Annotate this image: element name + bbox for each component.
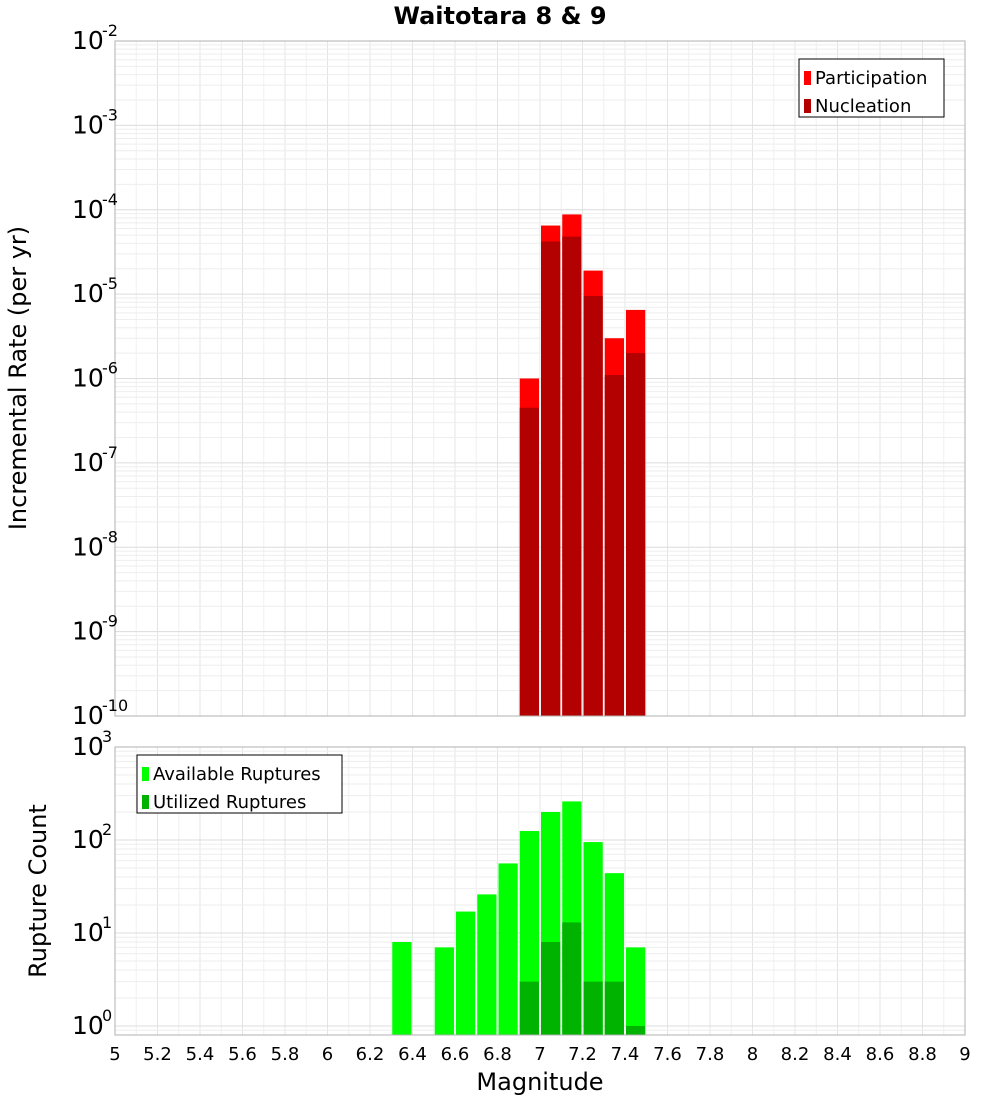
legend-swatch — [142, 767, 149, 781]
x-tick-label: 5.8 — [271, 1044, 300, 1065]
x-tick-label: 6.6 — [441, 1044, 470, 1065]
rate-y-axis-label: Incremental Rate (per yr) — [4, 226, 32, 530]
bar-available-ruptures — [434, 947, 454, 1035]
legend: Participation Nucleation — [798, 58, 945, 118]
x-tick-label: 8.2 — [781, 1044, 810, 1065]
rate-panel: 10-1010-910-810-710-610-510-410-310-2Par… — [72, 21, 966, 730]
x-tick-label: 8.4 — [823, 1044, 852, 1065]
legend-box — [136, 754, 343, 814]
y-tick-exponent: -3 — [102, 105, 118, 124]
plot-frame — [114, 40, 966, 717]
y-tick-label: 10 — [72, 701, 104, 730]
x-tick-label: 7 — [534, 1044, 545, 1065]
x-tick-label: 7.4 — [611, 1044, 640, 1065]
y-tick-exponent: -4 — [102, 190, 118, 209]
bar-available-ruptures — [498, 863, 518, 1035]
legend-swatch — [142, 795, 149, 809]
x-tick-label: 7.8 — [696, 1044, 725, 1065]
bar-utilized-ruptures — [519, 981, 539, 1035]
bar-utilized-ruptures — [604, 981, 624, 1035]
bar-available-ruptures — [626, 947, 646, 1035]
x-tick-label: 5 — [109, 1044, 120, 1065]
y-tick-exponent: -6 — [102, 359, 118, 378]
bar-nucleation — [626, 353, 646, 716]
bar-utilized-ruptures — [562, 922, 582, 1035]
y-tick-label: 10 — [72, 532, 104, 561]
bar-available-ruptures — [477, 894, 497, 1035]
x-tick-label: 8.8 — [908, 1044, 937, 1065]
legend: Available Ruptures Utilized Ruptures — [136, 754, 343, 814]
legend-swatch — [804, 71, 811, 85]
bar-nucleation — [541, 241, 561, 717]
y-tick-label: 10 — [72, 364, 104, 393]
x-tick-label: 6.2 — [356, 1044, 385, 1065]
y-tick-exponent: 1 — [102, 913, 112, 932]
bar-available-ruptures — [392, 942, 412, 1035]
y-tick-exponent: -2 — [102, 21, 118, 40]
y-tick-exponent: -8 — [102, 527, 118, 546]
legend-label: Available Ruptures — [153, 764, 321, 785]
x-tick-label: 8 — [747, 1044, 758, 1065]
x-axis-label: Magnitude — [476, 1068, 603, 1096]
bar-nucleation — [583, 296, 603, 716]
y-tick-exponent: 2 — [102, 820, 112, 839]
bar-nucleation — [519, 407, 539, 716]
y-tick-label: 10 — [72, 825, 104, 854]
y-tick-label: 10 — [72, 1011, 104, 1040]
x-tick-label: 6.4 — [398, 1044, 427, 1065]
y-tick-label: 10 — [72, 448, 104, 477]
legend-swatch — [804, 99, 811, 113]
y-tick-label: 10 — [72, 617, 104, 646]
bar-nucleation — [604, 375, 624, 716]
legend-label: Nucleation — [815, 96, 911, 117]
y-tick-exponent: -9 — [102, 612, 118, 631]
y-tick-label: 10 — [72, 110, 104, 139]
bar-utilized-ruptures — [626, 1025, 646, 1035]
x-tick-label: 7.6 — [653, 1044, 682, 1065]
y-tick-exponent: -10 — [102, 696, 128, 715]
x-tick-label: 5.4 — [186, 1044, 215, 1065]
bar-available-ruptures — [456, 911, 476, 1035]
x-tick-label: 7.2 — [568, 1044, 597, 1065]
y-tick-label: 10 — [72, 195, 104, 224]
x-tick-label: 6.8 — [483, 1044, 512, 1065]
y-tick-exponent: 0 — [102, 1006, 112, 1025]
count-y-axis-label: Rupture Count — [24, 804, 52, 978]
bar-utilized-ruptures — [583, 981, 603, 1035]
y-tick-label: 10 — [72, 732, 104, 761]
y-tick-label: 10 — [72, 26, 104, 55]
legend-box — [798, 58, 945, 118]
y-tick-label: 10 — [72, 918, 104, 947]
y-tick-label: 10 — [72, 279, 104, 308]
plot-frame — [114, 746, 966, 1036]
chart-title: Waitotara 8 & 9 — [393, 2, 606, 30]
x-tick-label: 5.6 — [228, 1044, 257, 1065]
y-tick-exponent: -5 — [102, 274, 118, 293]
x-tick-label: 5.2 — [143, 1044, 172, 1065]
y-tick-exponent: 3 — [102, 727, 112, 746]
x-tick-label: 9 — [959, 1044, 970, 1065]
x-tick-label: 6 — [322, 1044, 333, 1065]
x-tick-label: 8.6 — [866, 1044, 895, 1065]
y-tick-exponent: -7 — [102, 443, 118, 462]
bar-utilized-ruptures — [541, 942, 561, 1035]
legend-label: Participation — [815, 68, 927, 89]
legend-label: Utilized Ruptures — [153, 792, 306, 813]
bar-nucleation — [562, 236, 582, 716]
